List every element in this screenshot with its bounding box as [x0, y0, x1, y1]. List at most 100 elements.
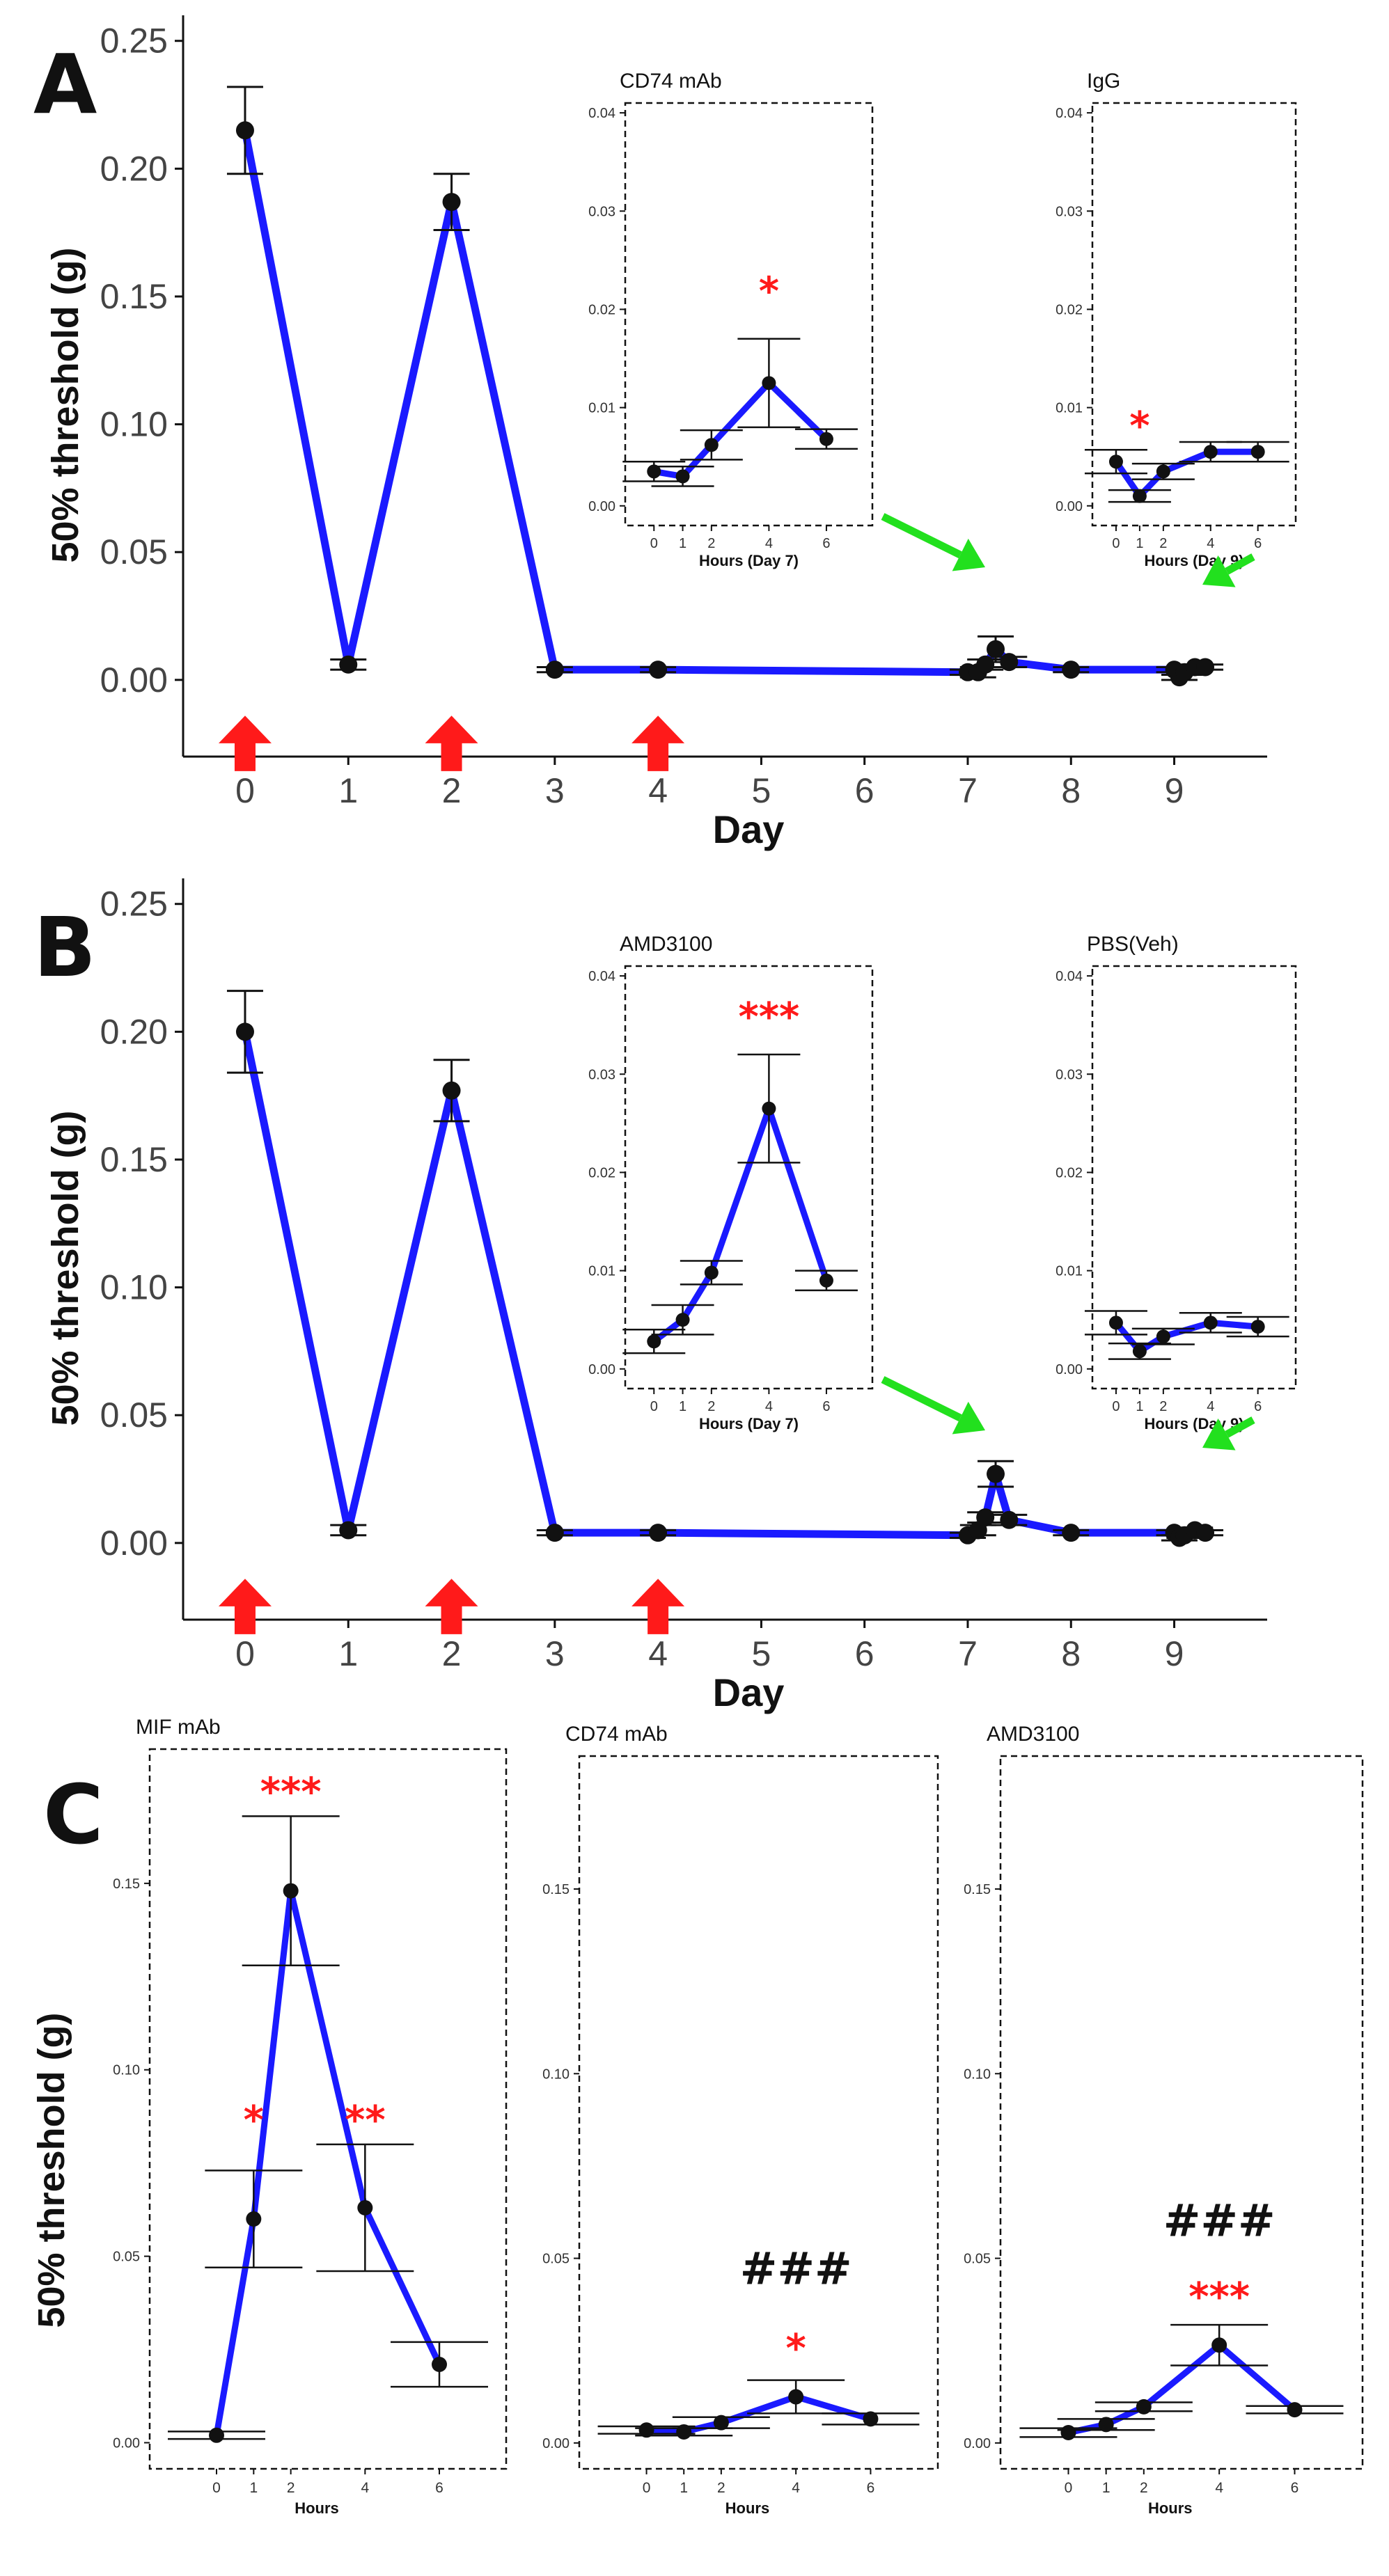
data-point [1211, 2337, 1227, 2353]
y-tick-label: 0.02 [588, 302, 615, 317]
y-tick-label: 0.20 [100, 1012, 168, 1051]
data-point [235, 121, 254, 140]
x-tick-label: 1 [1136, 536, 1143, 551]
y-tick-label: 0.03 [588, 1067, 615, 1082]
y-tick-label: 0.10 [100, 1268, 168, 1307]
x-tick-label: 8 [1061, 1634, 1081, 1673]
y-tick-label: 0.04 [1056, 969, 1083, 984]
inset-title: PBS(Veh) [1087, 933, 1179, 956]
x-tick-label: 5 [751, 771, 771, 810]
x-tick-label: 0 [650, 536, 658, 551]
red-arrow [425, 1579, 478, 1634]
x-tick-label: 0 [235, 1634, 255, 1673]
green-arrow-head [1202, 555, 1236, 587]
panel-a: A 0.00 0.05 0.10 0.15 0.20 0.25 0 1 2 3 4 5 6 7 8 9 Day 50… [33, 15, 1297, 851]
data-point [432, 2356, 447, 2372]
subplot-frame [148, 1748, 508, 2470]
data-point [1203, 1315, 1218, 1330]
data-point [246, 2211, 262, 2227]
x-tick-label: 0 [650, 1399, 658, 1414]
subplot-title: MIF mAb [136, 1716, 221, 1739]
x-tick-label: 3 [545, 1634, 565, 1673]
y-tick-label: 0.01 [1056, 1264, 1083, 1279]
y-tick-label: 0.10 [100, 405, 168, 444]
red-arrow [425, 716, 478, 771]
inset-x-axis-label: Hours (Day 7) [699, 1415, 799, 1432]
data-point [1156, 464, 1170, 479]
y-tick-label: 0.01 [588, 401, 615, 416]
x-tick-label: 0 [1112, 536, 1120, 551]
x-tick-label: 6 [1254, 536, 1262, 551]
data-point [1060, 2425, 1076, 2441]
x-tick-label: 2 [442, 1634, 462, 1673]
y-tick-label: 0.05 [100, 532, 168, 571]
green-arrow-shaft [1225, 1416, 1255, 1438]
data-point [1108, 455, 1123, 469]
inset-chart: IgG 0.00 0.01 0.02 0.03 0.04 0 1 2 4 6 Hours (Day 9… [1056, 70, 1297, 569]
y-tick-label: 0.04 [588, 106, 615, 121]
y-tick-label: 0.04 [588, 969, 615, 984]
x-tick-label: 4 [765, 536, 773, 551]
data-point [762, 1101, 776, 1116]
red-arrow [631, 1579, 685, 1634]
data-point [1196, 1524, 1215, 1542]
red-arrow [631, 716, 685, 771]
y-tick-label: 0.10 [964, 2067, 991, 2082]
green-arrow-shaft [881, 1376, 962, 1422]
x-tick-label: 0 [235, 771, 255, 810]
data-point [235, 1022, 254, 1041]
data-point [1000, 653, 1019, 672]
x-axis-label: Day [713, 1670, 785, 1714]
inset-frame [624, 965, 874, 1390]
significance-label: *** [738, 995, 799, 1040]
data-point [1062, 661, 1081, 679]
x-tick-label: 2 [717, 2480, 725, 2496]
data-point [1132, 489, 1147, 503]
subplot: CD74 mAb 0.00 0.05 0.10 0.15 0 1 2 4 6 Hours * ### [542, 1723, 939, 2517]
y-tick-label: 0.00 [113, 2435, 140, 2451]
data-point [788, 2389, 804, 2405]
y-tick-label: 0.00 [964, 2436, 991, 2451]
inset-x-axis-label: Hours (Day 9) [1144, 552, 1243, 569]
y-tick-label: 0.15 [113, 1876, 140, 1892]
x-tick-label: 6 [867, 2480, 875, 2496]
x-tick-label: 1 [679, 1399, 686, 1414]
y-tick-label: 0.00 [100, 1524, 168, 1563]
data-point [704, 1265, 719, 1280]
y-tick-label: 0.00 [542, 2436, 570, 2451]
y-tick-label: 0.20 [100, 149, 168, 188]
x-tick-label: 6 [822, 1399, 830, 1414]
data-point [863, 2411, 879, 2427]
x-tick-label: 9 [1165, 1634, 1184, 1673]
y-tick-label: 0.05 [964, 2252, 991, 2267]
subplot-x-axis-label: Hours [295, 2499, 339, 2517]
x-tick-label: 7 [958, 1634, 978, 1673]
data-point [976, 655, 995, 674]
data-point [647, 464, 661, 479]
subplot: AMD3100 0.00 0.05 0.10 0.15 0 1 2 4 6 Hours *** ### [964, 1723, 1364, 2517]
data-point [713, 2415, 729, 2431]
significance-label: * [1129, 404, 1149, 449]
x-tick-label: 1 [1102, 2480, 1111, 2496]
y-tick-label: 0.15 [100, 277, 168, 316]
data-point [649, 661, 668, 679]
x-tick-label: 4 [648, 771, 668, 810]
x-tick-label: 1 [680, 2480, 688, 2496]
subplot-frame [999, 1755, 1364, 2470]
data-point [209, 2427, 224, 2443]
y-axis-label: 50% threshold (g) [31, 2012, 72, 2328]
x-tick-label: 4 [1215, 2480, 1223, 2496]
x-tick-label: 4 [361, 2480, 369, 2496]
x-tick-label: 0 [212, 2480, 221, 2496]
x-tick-label: 4 [648, 1634, 668, 1673]
x-axis-label: Day [713, 807, 785, 851]
data-point [1062, 1524, 1081, 1542]
data-point [1108, 1315, 1123, 1330]
y-tick-label: 0.00 [1056, 499, 1083, 514]
data-point [649, 1524, 668, 1542]
x-tick-label: 6 [855, 1634, 874, 1673]
green-arrow-shaft [881, 513, 962, 559]
x-tick-label: 4 [765, 1399, 773, 1414]
